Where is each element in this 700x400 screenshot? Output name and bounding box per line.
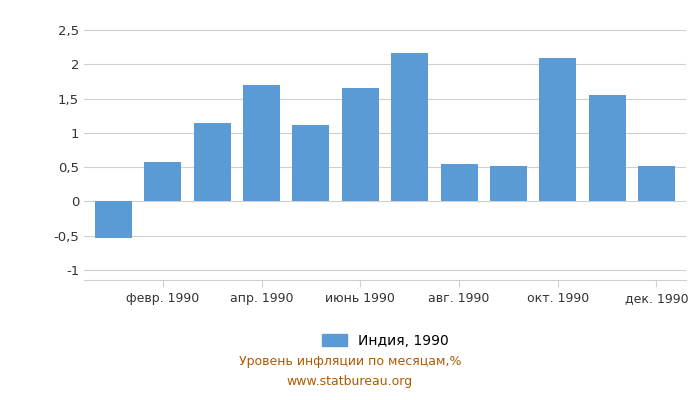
Bar — [638, 166, 675, 201]
Bar — [539, 58, 576, 201]
Bar — [342, 88, 379, 201]
Legend: Индия, 1990: Индия, 1990 — [321, 334, 449, 348]
Text: Уровень инфляции по месяцам,%: Уровень инфляции по месяцам,% — [239, 356, 461, 368]
Bar — [95, 201, 132, 238]
Bar — [194, 123, 231, 201]
Bar — [243, 85, 280, 201]
Bar — [440, 164, 477, 201]
Text: www.statbureau.org: www.statbureau.org — [287, 376, 413, 388]
Bar — [490, 166, 527, 201]
Bar — [144, 162, 181, 201]
Bar — [589, 95, 626, 201]
Bar — [391, 53, 428, 201]
Bar — [293, 125, 330, 201]
